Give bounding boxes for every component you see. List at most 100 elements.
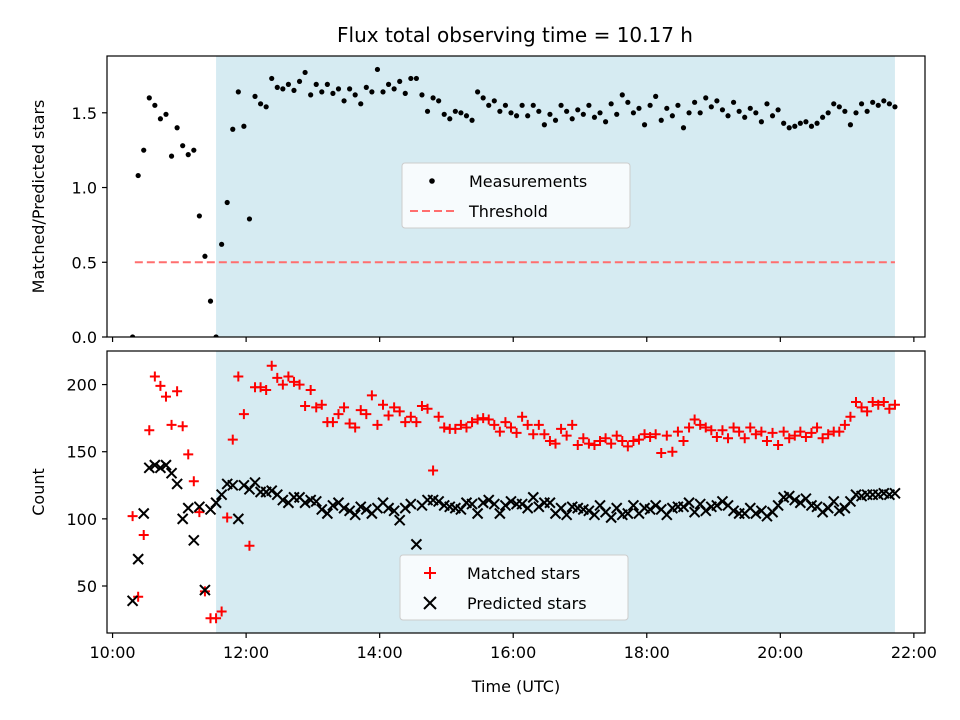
matched-star-point	[639, 429, 650, 440]
measurement-point	[241, 123, 247, 129]
measurement-point	[547, 111, 553, 117]
matched-star-point	[667, 446, 678, 457]
measurement-point	[602, 119, 609, 125]
measurement-point	[758, 119, 765, 125]
matched-star-point	[839, 419, 850, 430]
legend-marker	[429, 178, 435, 184]
matched-star-point	[700, 422, 711, 433]
matched-star-point	[394, 406, 405, 417]
legend-label: Measurements	[469, 172, 587, 191]
predicted-star-point	[716, 495, 729, 508]
matched-star-point	[366, 390, 377, 401]
matched-star-point	[339, 402, 350, 413]
matched-star-point	[817, 433, 828, 444]
predicted-star-point	[410, 538, 423, 551]
predicted-star-point	[783, 490, 795, 502]
matched-star-point	[272, 372, 283, 383]
matched-star-point	[873, 399, 884, 410]
matched-star-point	[561, 430, 572, 441]
measurement-point	[324, 81, 330, 87]
matched-star-point	[277, 379, 288, 390]
matched-star-point	[583, 438, 594, 449]
matched-star-point	[650, 429, 661, 440]
matched-star-point	[160, 391, 171, 402]
measurement-point	[664, 105, 670, 111]
measurement-point	[508, 110, 514, 116]
measurement-point	[658, 117, 664, 123]
predicted-star-point	[199, 584, 211, 596]
matched-star-point	[856, 402, 867, 413]
predicted-star-point	[338, 502, 350, 514]
matched-star-point	[761, 435, 772, 446]
predicted-star-point	[483, 494, 495, 506]
measurement-point	[419, 92, 425, 98]
measurement-point	[308, 92, 314, 98]
measurement-point	[714, 98, 720, 104]
matched-star-point	[361, 409, 372, 420]
predicted-star-point	[266, 484, 278, 497]
measurement-point	[224, 199, 230, 206]
predicted-star-point	[649, 499, 662, 512]
measurement-point	[135, 172, 141, 179]
measurement-point	[870, 99, 876, 105]
measurement-point	[441, 111, 447, 117]
measurement-point	[792, 123, 798, 129]
matched-star-point	[784, 433, 795, 444]
predicted-star-point	[238, 479, 250, 491]
predicted-star-point	[527, 491, 539, 504]
predicted-star-point	[249, 476, 261, 489]
matched-star-point	[422, 403, 433, 414]
measurement-point	[692, 99, 698, 105]
matched-star-point	[344, 418, 355, 429]
predicted-star-point	[622, 507, 634, 520]
chart-title: Flux total observing time = 10.17 h	[337, 23, 693, 47]
predicted-star-point	[393, 514, 406, 526]
matched-star-point	[355, 405, 366, 416]
legend-label: Matched stars	[467, 564, 580, 583]
measurement-point	[475, 89, 481, 95]
matched-star-point	[155, 380, 166, 391]
measurement-point	[246, 216, 253, 222]
matched-star-point	[628, 435, 639, 446]
measurement-point	[564, 108, 570, 114]
measurement-point	[591, 114, 598, 120]
measurement-point	[513, 113, 520, 119]
measurement-point	[296, 78, 303, 85]
measurement-point	[302, 69, 308, 76]
predicted-star-point	[688, 506, 701, 518]
predicted-star-point	[828, 495, 840, 508]
matched-star-point	[672, 426, 683, 437]
measurement-point	[892, 104, 898, 110]
predicted-star-point	[360, 503, 373, 516]
measurement-point	[363, 84, 369, 90]
matched-star-point	[889, 399, 900, 410]
x-axis-label: Time (UTC)	[471, 677, 560, 696]
predicted-star-point	[644, 503, 656, 516]
predicted-star-point	[321, 507, 334, 520]
measurement-point	[347, 86, 353, 92]
predicted-star-point	[232, 513, 245, 525]
measurement-point	[335, 86, 342, 92]
matched-star-point	[478, 413, 489, 424]
measurement-point	[352, 92, 358, 98]
measurement-point	[269, 75, 275, 82]
matched-star-point	[778, 426, 789, 437]
measurement-point	[202, 253, 208, 259]
predicted-star-point	[126, 595, 139, 607]
matched-star-point	[255, 382, 266, 393]
measurement-point	[141, 147, 147, 153]
predicted-star-point	[466, 498, 478, 510]
measurement-point	[391, 86, 397, 92]
measurement-point	[586, 102, 592, 108]
measurement-point	[152, 102, 158, 108]
matched-star-point	[845, 411, 856, 422]
matched-star-point	[378, 399, 389, 410]
measurement-point	[530, 102, 536, 108]
measurement-point	[753, 110, 759, 116]
matched-star-point	[711, 431, 722, 442]
measurement-point	[597, 110, 603, 116]
matched-star-point	[467, 417, 478, 428]
matched-star-point	[222, 512, 233, 523]
matched-star-point	[350, 422, 361, 433]
